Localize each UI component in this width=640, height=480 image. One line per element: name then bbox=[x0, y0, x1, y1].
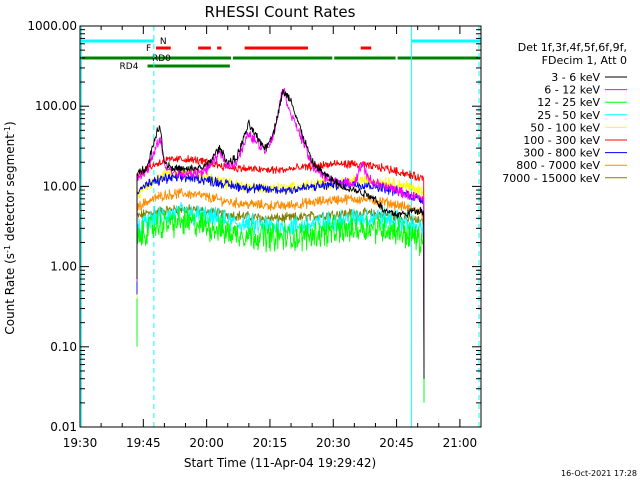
series-100-300-kev bbox=[136, 154, 425, 347]
x-tick-label-6: 21:00 bbox=[443, 436, 478, 450]
y-tick-label-2: 1.00 bbox=[50, 260, 77, 274]
y-tick-label-4: 100.00 bbox=[35, 99, 77, 113]
timestamp: 16-Oct-2021 17:28 bbox=[561, 469, 637, 478]
x-tick-label-2: 20:00 bbox=[189, 436, 224, 450]
legend-label-3: 25 - 50 keV bbox=[537, 109, 600, 122]
legend-label-2: 12 - 25 keV bbox=[537, 96, 600, 109]
x-tick-label-1: 19:45 bbox=[126, 436, 161, 450]
series-3-6-kev bbox=[136, 89, 425, 379]
series-group bbox=[136, 87, 425, 403]
legend-label-7: 800 - 7000 keV bbox=[516, 159, 600, 172]
series-12-25-kev bbox=[136, 207, 425, 403]
legend-header-line1: Det 1f,3f,4f,5f,6f,9f, bbox=[518, 41, 627, 54]
x-axis: 19:30 19:45 20:00 20:15 20:30 20:45 21:00 bbox=[63, 26, 482, 450]
legend-label-4: 50 - 100 keV bbox=[530, 121, 600, 134]
x-tick-label-5: 20:45 bbox=[379, 436, 414, 450]
y-tick-label-0: 0.01 bbox=[50, 420, 77, 434]
x-tick-label-0: 19:30 bbox=[63, 436, 98, 450]
y-axis: 0.01 0.10 1.00 10.00 100.00 1000.00 bbox=[27, 19, 481, 434]
series-50-100-kev bbox=[136, 166, 425, 361]
flare-flag-label: F bbox=[146, 44, 151, 54]
night-flag-label: N bbox=[160, 37, 167, 47]
x-tick-label-4: 20:30 bbox=[316, 436, 351, 450]
y-axis-title: Count Rate (s-1 detector segment-1) bbox=[3, 121, 18, 334]
legend-label-1: 6 - 12 keV bbox=[544, 84, 600, 97]
rd4-flag-label: RD4 bbox=[120, 62, 139, 72]
legend-header-line2: FDecim 1, Att 0 bbox=[542, 54, 627, 67]
plot-frame bbox=[79, 25, 482, 428]
legend-label-6: 300 - 800 keV bbox=[523, 147, 600, 160]
x-tick-label-3: 20:15 bbox=[253, 436, 288, 450]
chart-title: RHESSI Count Rates bbox=[205, 3, 356, 21]
x-axis-title: Start Time (11-Apr-04 19:29:42) bbox=[184, 456, 376, 470]
legend-label-8: 7000 - 15000 keV bbox=[502, 172, 600, 185]
y-tick-label-1: 0.10 bbox=[50, 340, 77, 354]
legend-label-5: 100 - 300 keV bbox=[523, 134, 600, 147]
legend-label-0: 3 - 6 keV bbox=[551, 71, 600, 84]
y-tick-label-5: 1000.00 bbox=[27, 19, 77, 33]
rd0-flag-label: RD0 bbox=[152, 54, 171, 64]
y-tick-label-3: 10.00 bbox=[43, 179, 77, 193]
